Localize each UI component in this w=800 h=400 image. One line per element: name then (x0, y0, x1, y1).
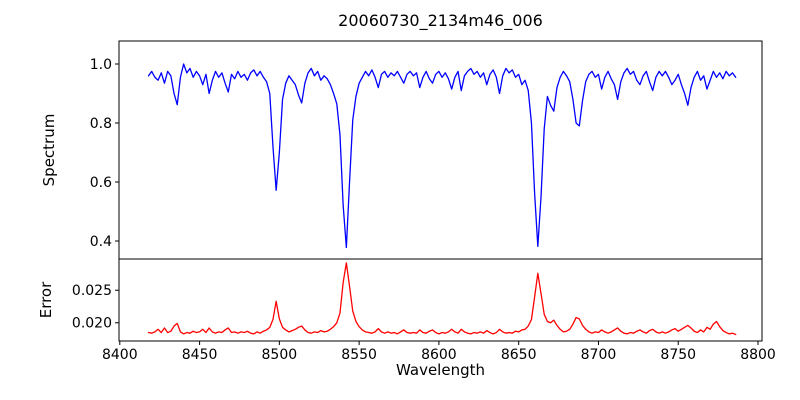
x-tick-label: 8800 (740, 347, 776, 363)
x-tick-label: 8400 (102, 347, 138, 363)
x-tick-label: 8600 (421, 347, 457, 363)
x-tick-label: 8700 (581, 347, 617, 363)
y-tick-label: 0.025 (72, 283, 112, 299)
y-tick-label: 1.0 (90, 57, 112, 73)
y-tick-label: 0.020 (72, 316, 112, 332)
x-axis-label: Wavelength (396, 361, 485, 379)
x-tick-label: 8450 (182, 347, 218, 363)
spectrum-line (147, 63, 737, 249)
chart-title: 20060730_2134m46_006 (338, 11, 543, 30)
y-tick-label: 0.4 (90, 234, 112, 250)
y-tick-label: 0.8 (90, 116, 112, 132)
x-tick-label: 8500 (262, 347, 298, 363)
panel-frame-error (118, 258, 763, 342)
y-axis-label-error: Error (37, 281, 55, 319)
x-tick-label: 8650 (501, 347, 537, 363)
x-tick-label: 8750 (660, 347, 696, 363)
y-tick-label: 0.6 (90, 175, 112, 191)
y-axis-label-spectrum: Spectrum (40, 113, 58, 187)
error-line (147, 262, 737, 336)
x-tick-label: 8550 (341, 347, 377, 363)
